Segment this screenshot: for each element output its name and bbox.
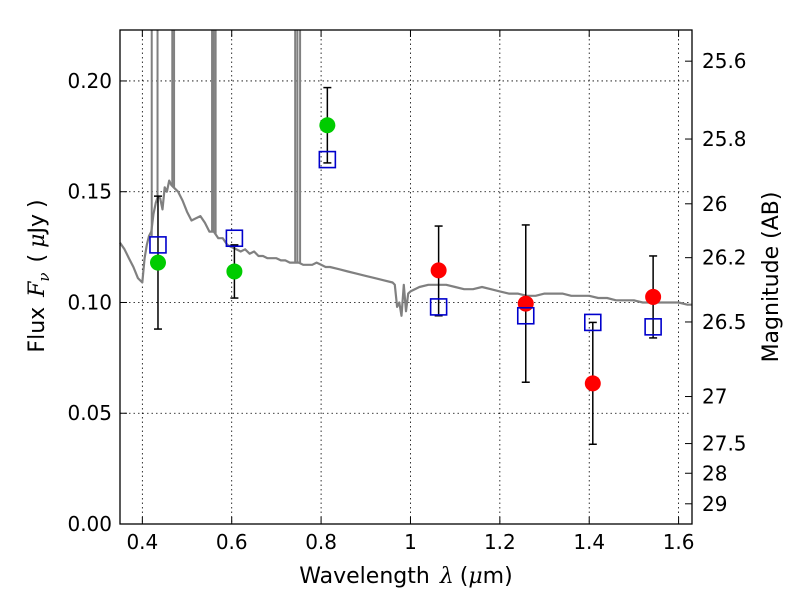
y-tick-label: 0.00 (67, 512, 112, 536)
y-axis-label-text: Flux (25, 307, 50, 353)
x-axis-label: Wavelength λ (μm) (299, 564, 512, 589)
y-axis-label-unit-close: ) (25, 199, 50, 208)
y-tick-label: 0.20 (67, 69, 112, 93)
x-axis-label-symbol: λ (439, 564, 454, 589)
y2-tick-label: 26 (702, 192, 727, 216)
y2-tick-label: 27.5 (702, 432, 747, 456)
y-axis-label-unit-rest: Jy (25, 214, 50, 236)
data-points-layer (149, 117, 662, 392)
y-tick-label: 0.10 (67, 290, 112, 314)
observed-point (517, 295, 534, 312)
x-axis-label-text: Wavelength (299, 564, 430, 589)
x-tick-label: 1.2 (484, 530, 516, 554)
grid-lines (120, 30, 692, 525)
observed-point (645, 288, 662, 305)
observed-point (319, 117, 336, 134)
x-tick-label: 0.6 (216, 530, 248, 554)
model-point (318, 150, 337, 169)
x-tick-label: 1 (404, 530, 417, 554)
y2-tick-label: 29 (702, 492, 727, 516)
y2-tick-label: 25.8 (702, 127, 747, 151)
y2-tick-label: 26.2 (702, 246, 747, 270)
model-point (149, 236, 167, 254)
y2-tick-label: 27 (702, 385, 727, 409)
x-axis-label-unit-rest: m) (483, 564, 513, 589)
y-axis-label-subscript: ν (35, 272, 53, 281)
y-axis-label-unit-open: ( (25, 254, 50, 263)
y-axis-label-symbol: F (25, 281, 50, 298)
model-point (644, 318, 662, 336)
model-point (516, 306, 535, 325)
y-tick-label: 0.05 (67, 401, 112, 425)
y2-axis-label: Magnitude (AB) (759, 192, 784, 363)
x-axis-label-unit-open: ( (460, 564, 469, 589)
model-point (429, 298, 448, 316)
observed-point (584, 375, 601, 392)
y-axis-label: Flux Fν ( μJy) (25, 199, 53, 352)
y-tick-label: 0.15 (67, 180, 112, 204)
observed-point (226, 263, 243, 280)
y2-tick-label: 25.6 (702, 49, 747, 73)
x-tick-label: 1.4 (573, 530, 605, 554)
model-spectrum-line (119, 179, 692, 317)
x-tick-label: 0.8 (305, 530, 337, 554)
x-tick-label: 1.6 (663, 530, 695, 554)
model-point (225, 229, 244, 248)
x-tick-label: 0.4 (126, 530, 158, 554)
observed-point (149, 254, 166, 271)
y2-tick-label: 26.5 (702, 310, 747, 334)
y2-tick-label: 28 (702, 461, 727, 485)
axis-ticks: 0.4 0.6 0.8 1 1.2 1.4 1.6 0.00 0.05 0.10 0.15 0.20 2… (67, 30, 747, 554)
y-axis-label-unit-mu: μ (25, 234, 50, 248)
model-point (583, 313, 602, 332)
model-spectrum-layer (119, 30, 692, 317)
observed-point (430, 262, 447, 279)
plot-frame (119, 29, 693, 525)
x-axis-label-unit-mu: μ (468, 564, 482, 589)
